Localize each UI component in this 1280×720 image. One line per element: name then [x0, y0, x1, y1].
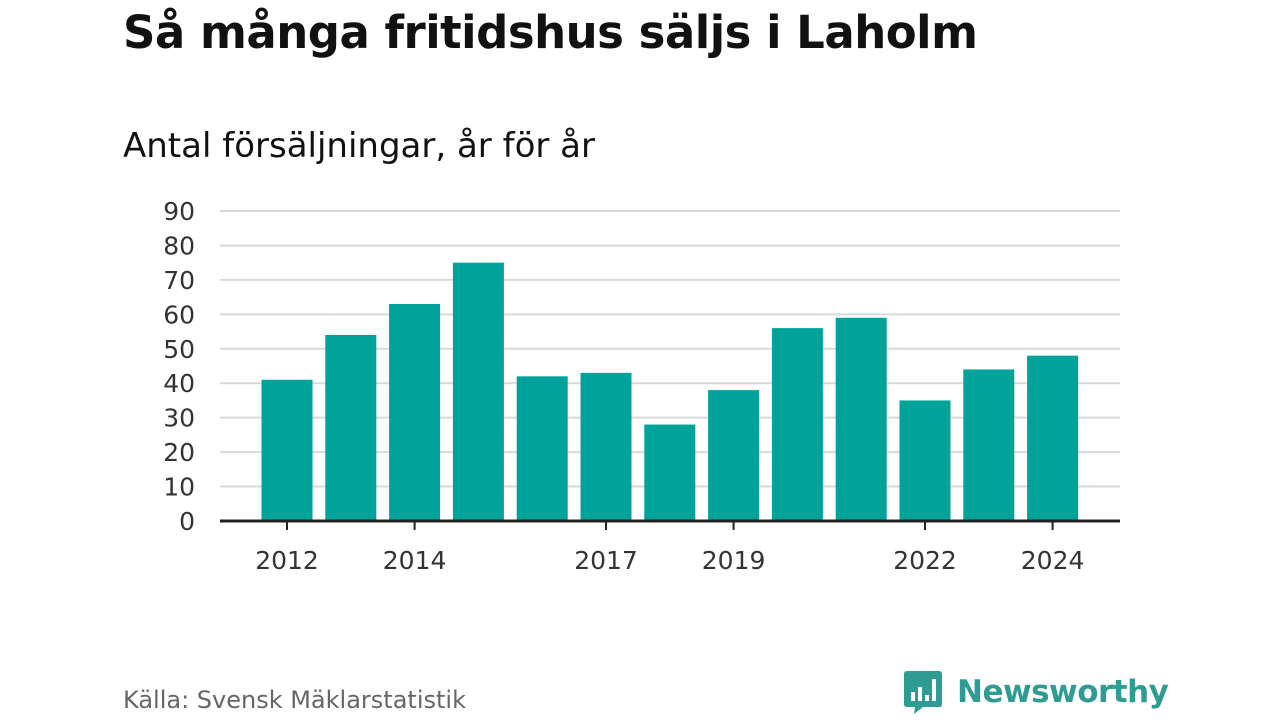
bar — [963, 369, 1015, 521]
source-note: Källa: Svensk Mäklarstatistik — [123, 686, 466, 714]
bar — [261, 379, 313, 521]
bar — [452, 262, 504, 521]
bar — [325, 335, 377, 521]
brand: Newsworthy — [903, 670, 1169, 714]
chart-title: Så många fritidshus säljs i Laholm — [123, 6, 978, 59]
x-tick-label: 2024 — [1021, 546, 1085, 575]
bar — [835, 317, 887, 521]
x-tick-label: 2019 — [702, 546, 766, 575]
x-tick-label: 2022 — [893, 546, 957, 575]
bar — [899, 400, 951, 521]
y-tick-label: 40 — [163, 369, 195, 398]
y-tick-label: 0 — [179, 507, 195, 536]
bar — [389, 304, 441, 521]
y-tick-label: 10 — [163, 473, 195, 502]
y-tick-label: 50 — [163, 335, 195, 364]
bar — [708, 390, 760, 521]
y-tick-label: 60 — [163, 300, 195, 329]
y-tick-label: 90 — [163, 197, 195, 226]
x-tick-label: 2017 — [574, 546, 638, 575]
bar — [771, 328, 823, 521]
y-tick-label: 80 — [163, 231, 195, 260]
y-tick-label: 20 — [163, 438, 195, 467]
bar — [644, 424, 696, 521]
chart-subtitle: Antal försäljningar, år för år — [123, 126, 595, 166]
bar — [580, 372, 632, 521]
brand-name: Newsworthy — [957, 674, 1169, 710]
bar — [1027, 355, 1079, 521]
bar-chart-speech-bubble-icon — [904, 671, 942, 714]
bar — [516, 376, 568, 521]
y-tick-label: 30 — [163, 404, 195, 433]
y-tick-label: 70 — [163, 266, 195, 295]
x-tick-label: 2014 — [383, 546, 447, 575]
x-tick-label: 2012 — [255, 546, 319, 575]
bar-chart: 0 10 20 30 40 50 60 70 80 90 2012 2014 2017 2019 2022 2… — [163, 197, 1120, 575]
